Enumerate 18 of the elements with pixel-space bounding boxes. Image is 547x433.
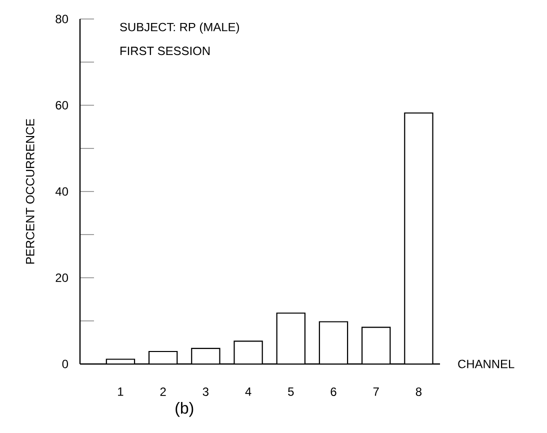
y-axis-title: PERCENT OCCURRENCE <box>26 118 34 264</box>
text: (b) <box>176 402 194 417</box>
x-tick-label: 7 <box>373 388 379 396</box>
chart-title: SUBJECT: RP (MALE) <box>120 22 239 34</box>
x-tick-label: 2 <box>160 388 166 396</box>
x-tick-label: 5 <box>288 388 294 396</box>
y-tick-label: 40 <box>55 187 68 196</box>
y-tick-label: 0 <box>62 360 68 368</box>
x-tick-label: 4 <box>245 388 252 396</box>
x-tick-label: 1 <box>118 388 124 396</box>
x-tick-label: 6 <box>330 388 336 396</box>
x-tick-label: 3 <box>202 388 208 396</box>
y-tick-label: 60 <box>56 101 68 110</box>
y-tick-label: 20 <box>56 274 68 282</box>
y-tick-label: 80 <box>56 14 68 24</box>
x-tick-label: 8 <box>416 388 422 396</box>
text: FIRST SESSION <box>120 46 210 56</box>
x-axis-title: CHANNEL <box>458 360 514 368</box>
